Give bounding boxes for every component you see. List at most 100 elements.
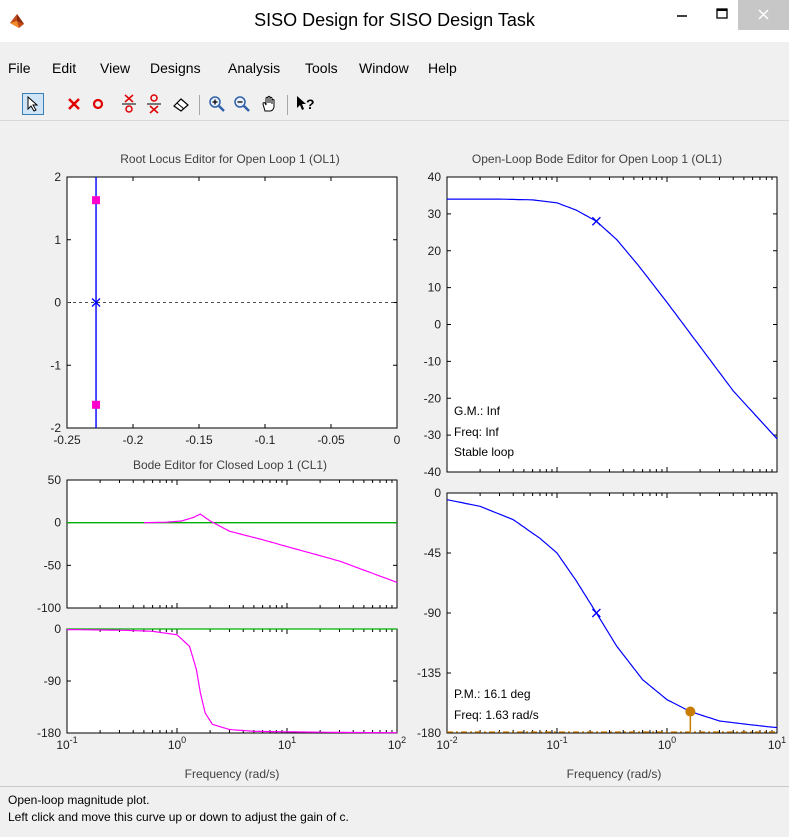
zoom-out-icon [234,96,250,112]
status-separator [0,786,789,787]
closed-loop-magnitude-ytick-label: 50 [48,473,62,487]
open-loop-phase-grid [446,492,777,734]
root-locus-ytick-label: -2 [50,421,61,435]
title-bar: SISO Design for SISO Design Task [0,0,789,42]
menu-analysis[interactable]: Analysis [228,60,281,76]
gain-margin-freq-text: Freq: Inf [454,425,499,439]
add-pole-icon [68,98,80,110]
root-locus-editor[interactable]: Root Locus Editor for Open Loop 1 (OL1) … [50,152,400,447]
menu-edit[interactable]: Edit [52,60,77,76]
closed-loop-phase-curve [67,628,397,734]
menu-help[interactable]: Help [428,60,457,76]
root-locus-xtick-label: -0.25 [53,433,81,447]
zoom-in-button[interactable] [206,93,228,115]
root-locus-xtick-label: -0.2 [123,433,144,447]
closed-loop-phase-editor[interactable]: -180 -90 0 10-1 100 101 102 Frequency (rad/s) [37,622,406,781]
open-loop-phase-ytick-label: -90 [424,606,442,620]
eraser-icon [173,98,189,112]
closed-loop-phase-xtick-label: 10-1 [56,735,77,752]
phase-margin-freq-text: Freq: 1.63 rad/s [454,708,539,722]
close-button[interactable] [738,0,789,30]
closed-loop-bode-title: Bode Editor for Closed Loop 1 (CL1) [133,458,327,472]
minimize-button[interactable] [660,0,704,30]
matlab-icon [10,14,24,28]
status-line-1: Open-loop magnitude plot. [8,793,150,807]
maximize-button[interactable] [700,0,744,30]
root-locus-xtick-label: -0.05 [317,433,345,447]
add-lag-button[interactable] [143,93,165,115]
open-loop-bode-title: Open-Loop Bode Editor for Open Loop 1 (O… [472,152,722,166]
closed-loop-phase-ytick-label: -180 [37,726,61,740]
open-loop-magnitude-grid [446,176,777,473]
hand-icon [262,95,275,112]
context-help-icon: ? [297,96,315,112]
maximize-icon [716,8,728,19]
closed-loop-pole[interactable] [92,196,101,205]
context-help-button[interactable]: ? [295,93,317,115]
closed-loop-magnitude-axes[interactable] [66,479,398,609]
closed-loop-magnitude-ytick-label: -100 [37,601,61,615]
add-pole-button[interactable] [63,93,85,115]
status-line-2: Left click and move this curve up or dow… [8,810,349,824]
open-loop-phase-ytick-label: 0 [434,486,441,500]
open-loop-magnitude-ytick-label: 10 [428,281,442,295]
svg-text:?: ? [306,96,315,112]
open-loop-phase-xtick-label: 10-1 [546,735,567,752]
add-zero-icon [92,98,104,110]
stability-text: Stable loop [454,445,514,459]
open-loop-phase-ytick-label: -135 [417,666,441,680]
root-locus-ytick-label: -1 [50,358,61,372]
pointer-icon [27,96,39,112]
toolbar: ? [0,90,789,121]
root-locus-grid [66,176,398,429]
toolbar-separator [287,95,288,115]
close-icon [758,9,769,20]
closed-loop-phase-axes[interactable] [66,628,398,734]
open-loop-magnitude-curve[interactable] [447,198,778,440]
open-loop-magnitude-ytick-label: -10 [424,354,442,368]
closed-loop-phase-xtick-label: 100 [168,735,186,752]
root-locus-ytick-label: 0 [54,296,61,310]
open-loop-magnitude-ytick-label: 0 [434,318,441,332]
closed-loop-pole[interactable] [92,400,101,409]
menu-bar: File Edit View Designs Analysis Tools Wi… [0,58,789,82]
menu-view[interactable]: View [100,60,131,76]
menu-designs[interactable]: Designs [150,60,201,76]
zoom-out-button[interactable] [231,93,253,115]
closed-loop-frequency-label: Frequency (rad/s) [185,767,280,781]
open-loop-magnitude-ytick-label: 40 [428,170,442,184]
open-loop-magnitude-ytick-label: -40 [424,465,442,479]
open-loop-phase-xtick-label: 101 [768,735,786,752]
eraser-button[interactable] [170,93,192,115]
compensator-pole-marker [591,216,601,226]
root-locus-ytick-label: 1 [54,233,61,247]
open-loop-magnitude-ytick-label: 30 [428,207,442,221]
open-loop-magnitude-ytick-label: -30 [424,428,442,442]
menu-file[interactable]: File [8,60,31,76]
phase-margin-text: P.M.: 16.1 deg [454,687,531,701]
lag-icon [147,94,161,114]
pan-button[interactable] [258,93,280,115]
closed-loop-magnitude-curve [143,513,398,583]
closed-loop-magnitude-ytick-label: -50 [44,558,62,572]
open-loop-magnitude-ytick-label: 20 [428,244,442,258]
open-loop-phase-curve[interactable] [446,499,778,729]
add-zero-button[interactable] [87,93,109,115]
add-lead-button[interactable] [118,93,140,115]
menu-tools[interactable]: Tools [305,60,338,76]
phase-margin-marker [685,706,696,717]
root-locus-xtick-label: 0 [394,433,401,447]
open-loop-magnitude-axes[interactable] [446,176,778,473]
open-loop-bode-editor[interactable]: Open-Loop Bode Editor for Open Loop 1 (O… [424,152,778,479]
window-title: SISO Design for SISO Design Task [254,10,535,30]
closed-loop-phase-ytick-label: -90 [44,674,62,688]
root-locus-title: Root Locus Editor for Open Loop 1 (OL1) [120,152,339,166]
select-tool-button[interactable] [22,93,44,115]
status-bar: Open-loop magnitude plot. Left click and… [8,792,349,826]
menu-window[interactable]: Window [359,60,409,76]
closed-loop-bode-editor[interactable]: Bode Editor for Closed Loop 1 (CL1) -100… [37,458,398,615]
open-loop-phase-ytick-label: -180 [417,726,441,740]
lead-icon [122,94,136,113]
plot-area: Root Locus Editor for Open Loop 1 (OL1) … [37,152,786,781]
